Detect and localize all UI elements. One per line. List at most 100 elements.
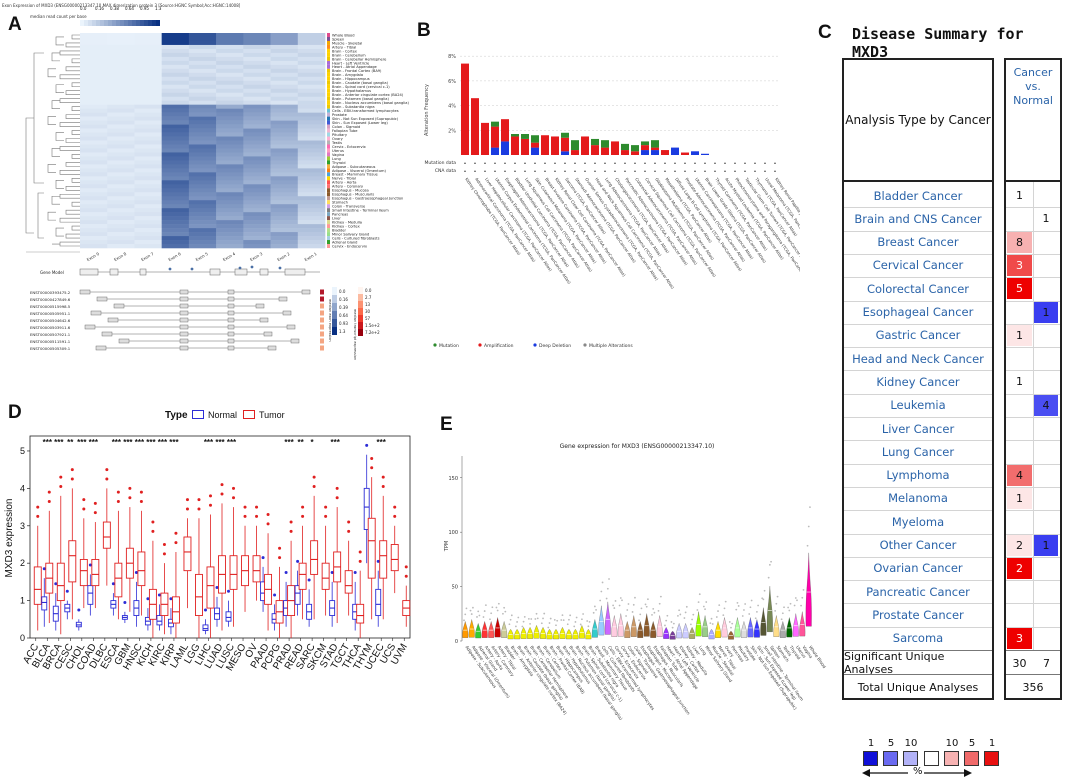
b-mut-dot: • bbox=[644, 161, 646, 167]
scale-step bbox=[140, 20, 144, 26]
transcript-box bbox=[96, 296, 108, 302]
d-outlier bbox=[139, 499, 143, 503]
heatmap-cell bbox=[243, 196, 271, 201]
e-outlier bbox=[626, 609, 629, 611]
tissue-label: Skin - Not Sun Exposed (Suprapubic) bbox=[332, 117, 399, 121]
b-mut-dot: • bbox=[654, 161, 656, 167]
b-mut-dot: • bbox=[464, 161, 466, 167]
cancer-type-label: Lymphoma bbox=[886, 468, 950, 483]
row-separator bbox=[844, 463, 992, 465]
e-ylabel: TPM bbox=[444, 541, 450, 552]
down-cell: 1 bbox=[1034, 534, 1058, 556]
tissue-label: Vagina bbox=[332, 153, 344, 157]
heatmap-cell bbox=[188, 88, 217, 94]
transcript-label: ENST00000507921.1 bbox=[30, 332, 71, 337]
heatmap-cell bbox=[188, 240, 217, 245]
down-cell bbox=[1034, 254, 1058, 276]
heatmap-cell bbox=[297, 136, 326, 141]
e-outlier bbox=[710, 617, 713, 620]
heatmap-cell bbox=[243, 128, 271, 133]
heatmap-cell bbox=[270, 232, 299, 237]
heatmap-cell bbox=[270, 48, 299, 54]
tissue-label: Kidney - Medulla bbox=[332, 221, 362, 225]
transcript-expr-cell bbox=[320, 345, 324, 351]
scale-tick: 1.3 bbox=[155, 6, 162, 11]
heatmap-cell bbox=[216, 64, 244, 70]
total-count: 356 bbox=[1022, 680, 1044, 694]
cancer-type-label: Sarcoma bbox=[892, 631, 944, 646]
b-bar bbox=[571, 150, 579, 155]
d-box bbox=[202, 624, 209, 631]
d-outlier bbox=[358, 559, 362, 563]
tissue-color-tag bbox=[327, 52, 330, 57]
e-outlier bbox=[775, 602, 778, 605]
b-mut-dot: • bbox=[504, 161, 506, 167]
heatmap-cell bbox=[161, 60, 190, 66]
heatmap-cell bbox=[270, 128, 299, 133]
heatmap-cell bbox=[134, 60, 162, 66]
b-mut-dot: • bbox=[664, 161, 666, 167]
tissue-label: Adipose - Subcutaneous bbox=[332, 165, 375, 169]
exon-label: Exon 5 bbox=[195, 251, 210, 262]
d-outlier bbox=[227, 589, 231, 593]
d-box bbox=[390, 544, 399, 572]
cancer-type-label: Pancreatic Cancer bbox=[866, 584, 970, 599]
heatmap-cell bbox=[297, 188, 326, 193]
heatmap-cell bbox=[270, 184, 299, 189]
b-cna-dot: • bbox=[494, 169, 496, 175]
heatmap-cell bbox=[270, 176, 299, 181]
heatmap-cell bbox=[161, 224, 190, 229]
e-outlier bbox=[768, 563, 771, 566]
e-category-label: Ovary bbox=[724, 645, 736, 659]
heatmap-cell bbox=[188, 40, 217, 46]
heatmap-cell bbox=[297, 200, 326, 205]
heatmap-cell bbox=[161, 228, 190, 233]
heatmap-cell bbox=[188, 104, 217, 109]
heatmap-cell bbox=[297, 184, 326, 189]
heatmap-cell bbox=[80, 68, 108, 74]
d-outlier bbox=[197, 507, 201, 511]
heatmap-cell bbox=[188, 56, 217, 62]
heatmap-cell bbox=[134, 176, 162, 181]
d-box bbox=[229, 555, 238, 590]
b-ylabel: Alteration Frequency bbox=[424, 84, 430, 136]
heatmap-cell bbox=[80, 176, 108, 181]
e-outlier bbox=[767, 576, 770, 579]
e-outlier bbox=[683, 617, 686, 619]
up-cell: 2 bbox=[1007, 534, 1032, 556]
d-outlier bbox=[312, 475, 316, 479]
tissue-color-tag bbox=[327, 100, 330, 105]
heatmap-cell bbox=[107, 184, 135, 189]
heatmap-cell bbox=[161, 160, 190, 165]
b-cna-dot: • bbox=[484, 169, 486, 175]
e-outlier bbox=[483, 610, 486, 612]
e-outlier bbox=[652, 607, 655, 610]
b-mut-dot: • bbox=[674, 161, 676, 167]
heatmap-cell bbox=[188, 68, 217, 74]
heatmap-cell bbox=[107, 136, 135, 141]
heatmap-cell bbox=[188, 112, 217, 117]
tissue-color-tag bbox=[327, 40, 330, 45]
d-significance: *** bbox=[284, 438, 294, 447]
heatmap-cell bbox=[188, 96, 217, 101]
e-outlier bbox=[470, 613, 473, 615]
heatmap-cell bbox=[80, 184, 108, 189]
heatmap-cell bbox=[216, 244, 244, 249]
down-cell bbox=[1034, 278, 1058, 300]
heatmap-cell bbox=[270, 152, 299, 157]
heatmap-cell bbox=[80, 132, 108, 137]
d-outlier bbox=[162, 552, 166, 556]
b-bar bbox=[681, 152, 689, 155]
heatmap-cell bbox=[80, 152, 108, 157]
e-outlier bbox=[672, 622, 675, 625]
heatmap-cell bbox=[134, 200, 162, 205]
d-significance: *** bbox=[169, 438, 179, 447]
heatmap-cell bbox=[297, 33, 326, 38]
heatmap-cell bbox=[161, 128, 190, 133]
tissue-label: Cells - Cultured fibroblasts bbox=[332, 236, 380, 240]
d-outlier bbox=[93, 511, 97, 515]
heatmap-cell bbox=[107, 144, 135, 149]
d-outlier bbox=[307, 578, 311, 582]
heatmap-cell bbox=[161, 40, 190, 46]
